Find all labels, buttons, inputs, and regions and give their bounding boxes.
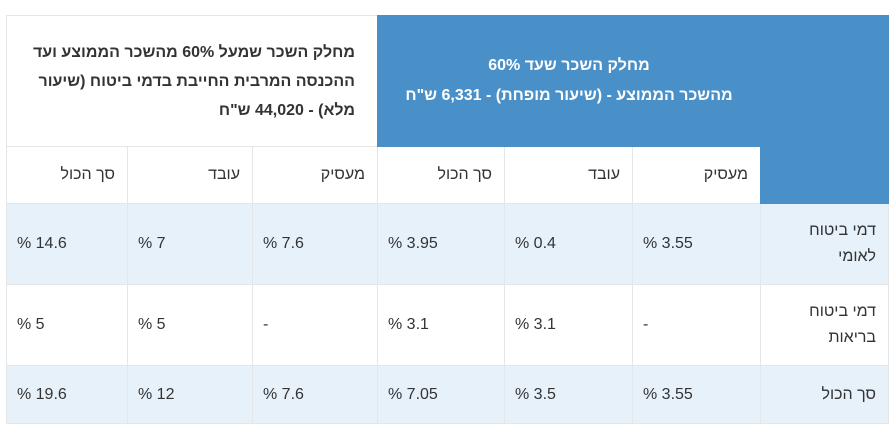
table-cell: 5 %: [127, 284, 253, 366]
table-row-health-insurance: דמי ביטוח בריאות - 3.1 % 3.1 % - 5 % 5 %: [5, 284, 889, 366]
table-cell: 12 %: [127, 365, 253, 424]
table-cell: -: [252, 284, 378, 366]
table-cell: 7.6 %: [252, 203, 378, 285]
group-header-full-line2: ההכנסה המרבית החייבת בדמי ביטוח (שיעור: [38, 72, 355, 90]
group-header-full-line1: מחלק השכר שמעל 60% מהשכר הממוצע ועד: [32, 43, 355, 61]
corner-header-cell: [760, 15, 889, 204]
column-header-total-reduced: סך הכול: [377, 146, 505, 204]
column-header-row: מעסיק עובד סך הכול מעסיק עובד סך הכול: [5, 146, 889, 204]
table-cell: 3.1 %: [377, 284, 505, 366]
table-row-total: סך הכול 3.55 % 3.5 % 7.05 % 7.6 % 12 % 1…: [5, 365, 889, 424]
table-row-national-insurance: דמי ביטוח לאומי 3.55 % 0.4 % 3.95 % 7.6 …: [5, 203, 889, 285]
column-header-employee-full: עובד: [127, 146, 253, 204]
table-cell: 7 %: [127, 203, 253, 285]
column-header-employee-reduced: עובד: [504, 146, 633, 204]
column-header-employer-reduced: מעסיק: [632, 146, 761, 204]
table-cell: 3.55 %: [632, 203, 761, 285]
table-cell: 3.55 %: [632, 365, 761, 424]
group-header-reduced-line2: מהשכר הממוצע - (שיעור מופחת) - 6,331 ש"ח: [405, 87, 733, 104]
table-cell: 14.6 %: [5, 203, 129, 285]
table-cell: 3.1 %: [504, 284, 633, 366]
table-cell: -: [632, 284, 761, 366]
group-header-reduced-rate: מחלק השכר שעד 60% מהשכר הממוצע - (שיעור …: [377, 15, 761, 147]
row-label-line2: בריאות: [828, 329, 876, 346]
row-label-national-insurance: דמי ביטוח לאומי: [760, 203, 889, 285]
row-label-line1: דמי ביטוח: [809, 222, 876, 239]
row-label-line1: דמי ביטוח: [809, 303, 876, 320]
table-cell: 5 %: [5, 284, 129, 366]
contributions-table: מחלק השכר שעד 60% מהשכר הממוצע - (שיעור …: [5, 15, 889, 424]
group-header-full-line3: מלא) - 44,020 ש"ח: [218, 101, 355, 119]
table-cell: 7.05 %: [377, 365, 505, 424]
table-cell: 19.6 %: [5, 365, 129, 424]
table-cell: 0.4 %: [504, 203, 633, 285]
group-header-row: מחלק השכר שעד 60% מהשכר הממוצע - (שיעור …: [5, 15, 889, 204]
table-cell: 7.6 %: [252, 365, 378, 424]
group-header-full-rate: מחלק השכר שמעל 60% מהשכר הממוצע ועד ההכנ…: [5, 15, 379, 147]
row-label-health-insurance: דמי ביטוח בריאות: [760, 284, 889, 366]
table-cell: 3.95 %: [377, 203, 505, 285]
column-header-total-full: סך הכול: [5, 146, 129, 204]
table-cell: 3.5 %: [504, 365, 633, 424]
contributions-table-container: מחלק השכר שעד 60% מהשכר הממוצע - (שיעור …: [5, 15, 889, 424]
row-label-total: סך הכול: [760, 365, 889, 424]
column-header-employer-full: מעסיק: [252, 146, 378, 204]
group-header-reduced-line1: מחלק השכר שעד 60%: [488, 57, 650, 74]
row-label-line2: לאומי: [838, 248, 876, 265]
